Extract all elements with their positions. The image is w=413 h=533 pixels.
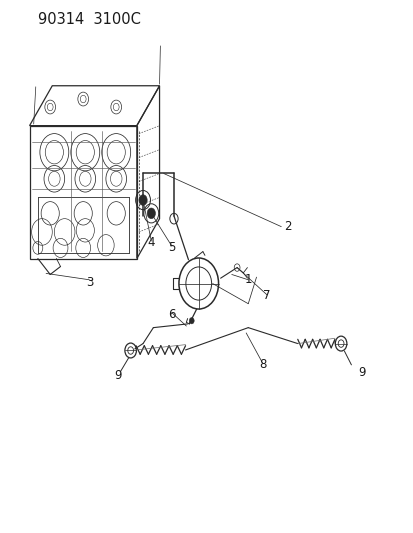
Text: 6: 6 <box>168 308 175 321</box>
Text: 5: 5 <box>168 241 175 254</box>
Text: 90314  3100C: 90314 3100C <box>38 12 140 27</box>
Text: 2: 2 <box>283 220 290 233</box>
Circle shape <box>147 208 155 219</box>
Text: 9: 9 <box>114 369 122 382</box>
Text: 7: 7 <box>262 289 270 302</box>
Text: 8: 8 <box>259 358 266 372</box>
Circle shape <box>139 195 147 205</box>
Circle shape <box>189 318 194 324</box>
Text: 9: 9 <box>357 366 365 379</box>
Text: 3: 3 <box>85 276 93 289</box>
Text: 4: 4 <box>147 236 155 249</box>
Text: 1: 1 <box>244 273 252 286</box>
